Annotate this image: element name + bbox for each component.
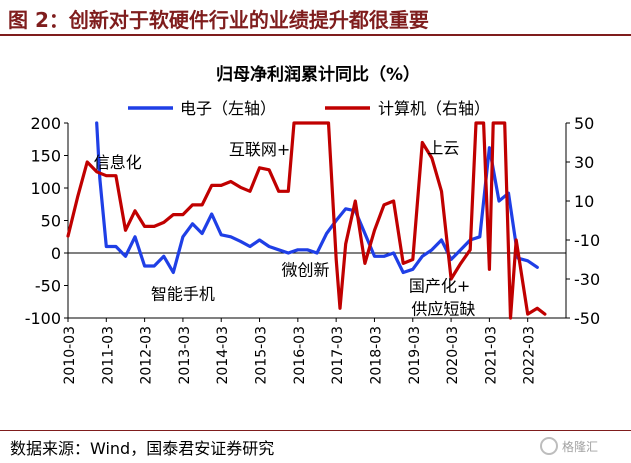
y-right-tick-label: 50 (574, 114, 594, 133)
chart-annotation: 微创新 (281, 260, 329, 279)
chart-annotation: 国产化+ (409, 277, 470, 296)
x-tick-label: 2016-03 (292, 326, 308, 385)
bottom-rule (0, 430, 631, 431)
source-note: 数据来源：Wind，国泰君安证券研究 (10, 439, 275, 458)
chart-title: 归母净利润累计同比（%） (216, 64, 420, 85)
chart-annotation: 信息化 (94, 153, 142, 172)
y-left-tick-label: 0 (51, 244, 61, 263)
x-tick-label: 2014-03 (215, 326, 231, 385)
y-left-tick-label: -50 (35, 277, 61, 296)
watermark: 格隆汇 (540, 433, 626, 459)
chart-annotation: 智能手机 (151, 284, 215, 303)
x-tick-label: 2021-03 (483, 326, 499, 385)
chart-annotation: 上云 (427, 139, 459, 158)
x-tick-label: 2018-03 (368, 326, 384, 385)
chart-plot (66, 121, 547, 320)
wechat-bubble-icon (540, 437, 558, 455)
chart-annotation: 供应短缺 (411, 299, 475, 318)
series-line-electronics (95, 121, 539, 275)
y-left-tick-label: 150 (30, 147, 61, 166)
chart: 归母净利润累计同比（%） 电子（左轴） 计算机（右轴） -100 -50 0 50 100… (25, 64, 600, 385)
x-tick-label: 2015-03 (254, 326, 270, 385)
chart-annotation: 互联网+ (229, 140, 290, 159)
y-right-tick-label: -30 (574, 270, 600, 289)
y-right-tick-label: 30 (574, 153, 594, 172)
series-line-computer (66, 121, 547, 320)
chart-legend: 电子（左轴） 计算机（右轴） (128, 99, 490, 118)
x-tick-label: 2013-03 (177, 326, 193, 385)
x-tick-label: 2022-03 (522, 326, 538, 385)
x-tick-label: 2011-03 (100, 326, 116, 385)
chart-axes: -100 -50 0 50 100 150 200 -50 -30 -10 10 30 50 2010-0… (25, 114, 600, 385)
y-left-tick-label: 200 (30, 114, 61, 133)
x-tick-label: 2019-03 (407, 326, 423, 385)
y-left-tick-label: 100 (30, 179, 61, 198)
y-right-tick-label: -10 (574, 231, 600, 250)
x-tick-label: 2017-03 (330, 326, 346, 385)
y-left-tick-label: 50 (41, 212, 61, 231)
x-tick-label: 2010-03 (62, 326, 78, 385)
x-tick-label: 2012-03 (139, 326, 155, 385)
y-right-tick-label: -50 (574, 309, 600, 328)
y-left-tick-label: -100 (25, 309, 61, 328)
legend-label-computer: 计算机（右轴） (378, 99, 490, 118)
y-right-tick-label: 10 (574, 192, 594, 211)
watermark-text: 格隆汇 (562, 439, 599, 454)
x-tick-label: 2020-03 (445, 326, 461, 385)
figure-title: 图 2：创新对于软硬件行业的业绩提升都很重要 (8, 8, 429, 32)
title-rule (0, 34, 631, 36)
legend-label-electronics: 电子（左轴） (180, 99, 276, 118)
